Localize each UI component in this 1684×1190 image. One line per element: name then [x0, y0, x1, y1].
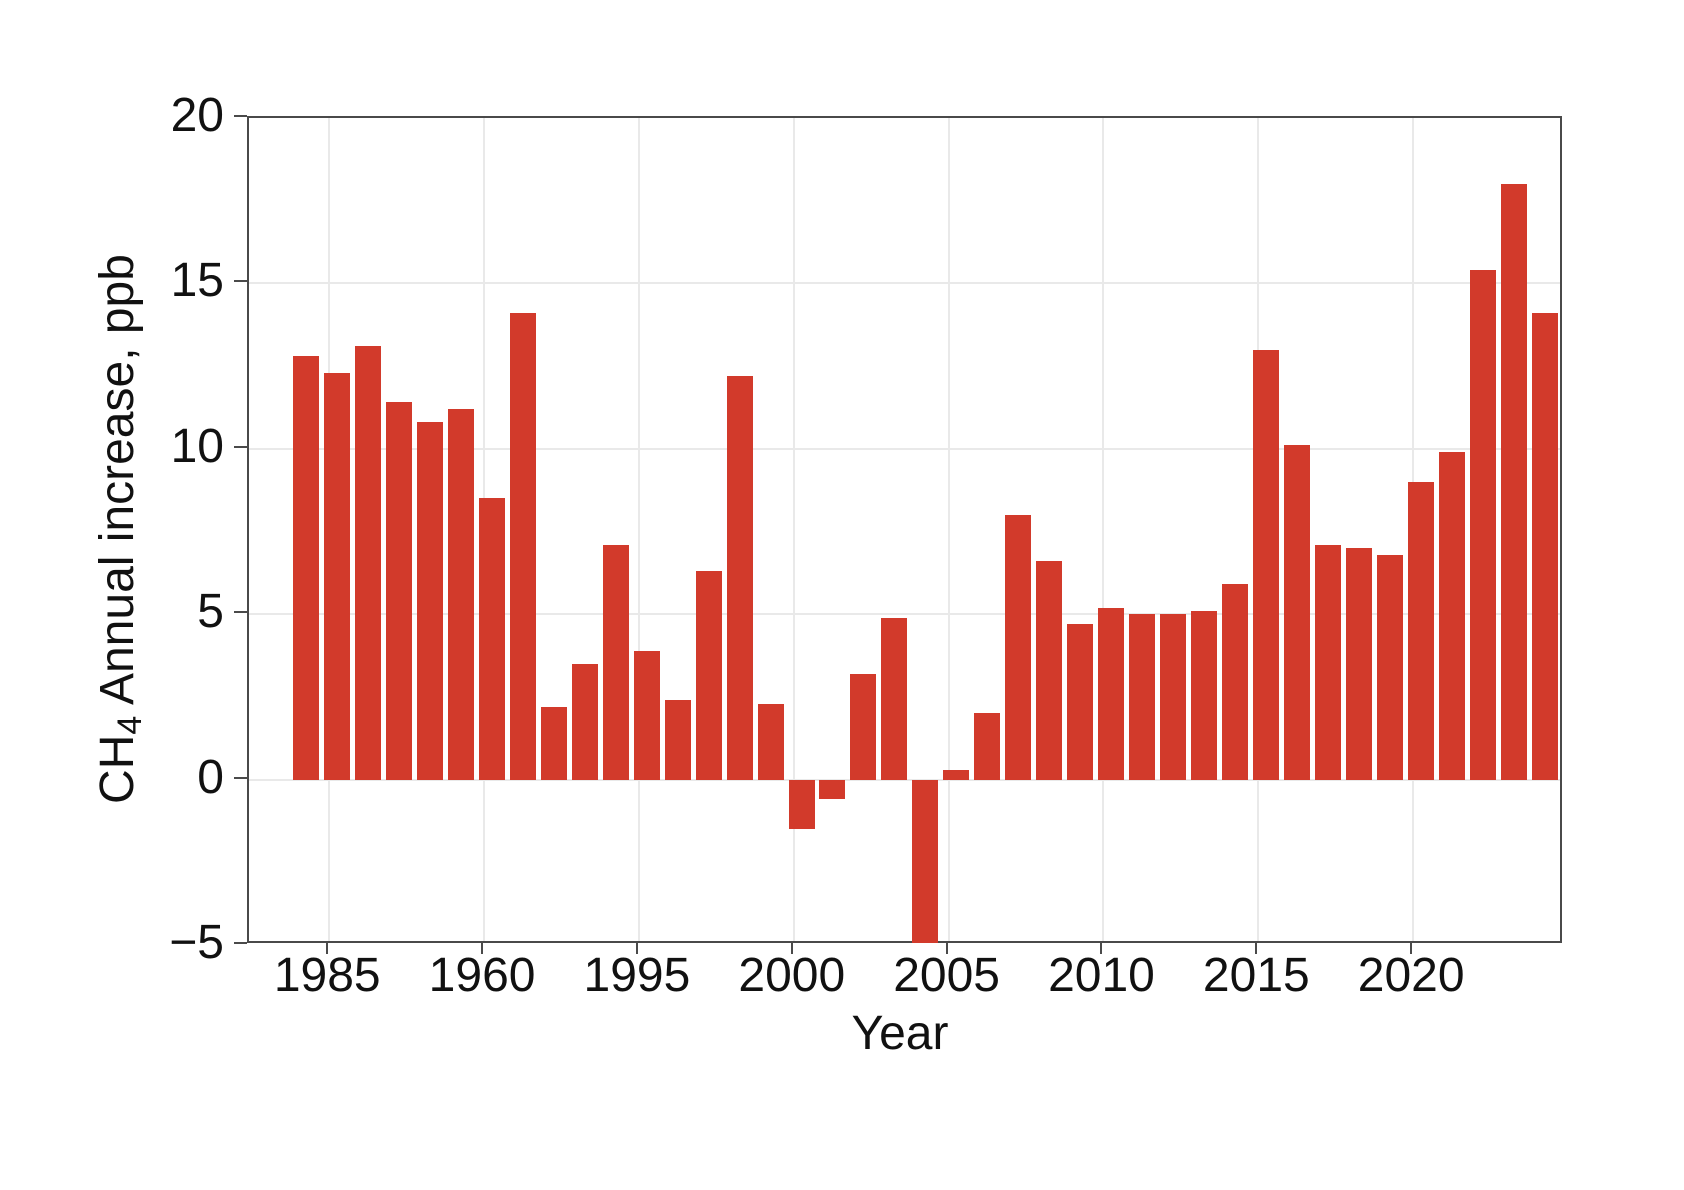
- x-tick-mark-2000: [790, 941, 793, 954]
- y-tick-mark-20: [234, 115, 247, 117]
- y-gridline-5: [249, 613, 1560, 616]
- y-tick-label-5: 5: [197, 585, 224, 639]
- bar-1984: [292, 356, 319, 780]
- y-tick-mark-15: [234, 280, 247, 283]
- x-gridline-2000: [792, 118, 795, 941]
- bar-2001: [819, 779, 846, 800]
- bar-2000: [788, 779, 815, 830]
- bar-2011: [1129, 614, 1156, 780]
- x-tick-label-2010: 2010: [1048, 949, 1155, 1002]
- y-tick-label-−5: −5: [169, 916, 224, 969]
- bar-2022: [1469, 270, 1496, 780]
- bar-1998: [726, 376, 753, 780]
- bar-2017: [1315, 544, 1341, 780]
- x-tick-label-2015: 2015: [1202, 949, 1310, 1002]
- x-tick-mark-1985: [326, 941, 329, 954]
- bar-2002: [850, 673, 877, 780]
- bar-2015: [1253, 349, 1280, 780]
- x-tick-label-1960: 1960: [428, 949, 536, 1002]
- bar-2005: [943, 769, 970, 780]
- bar-2016: [1284, 445, 1311, 780]
- x-tick-mark-1995: [635, 941, 638, 954]
- bar-2019: [1376, 554, 1403, 780]
- bar-1985: [323, 372, 350, 780]
- y-tick-mark-5: [234, 611, 247, 614]
- x-tick-mark-2010: [1100, 941, 1103, 954]
- bar-1999: [757, 703, 784, 780]
- x-axis-title: Year: [851, 1007, 949, 1060]
- bar-1995: [633, 650, 660, 780]
- bar-2012: [1160, 614, 1187, 780]
- x-tick-label-1985: 1985: [273, 949, 381, 1002]
- y-gridline-15: [249, 282, 1560, 285]
- x-tick-label-1995: 1995: [583, 949, 691, 1002]
- bar-2020: [1407, 481, 1434, 780]
- bar-1988: [416, 422, 443, 780]
- bar-1991: [509, 313, 536, 780]
- x-tick-mark-2005: [945, 941, 948, 954]
- y-axis-title-suffix: Annual increase, ppb: [91, 254, 144, 716]
- bar-1996: [664, 700, 691, 780]
- bar-2021: [1438, 452, 1465, 780]
- bar-2004: [912, 779, 939, 944]
- x-tick-label-2005: 2005: [893, 949, 1000, 1002]
- x-gridline-2005: [947, 118, 950, 941]
- bar-1994: [602, 544, 629, 780]
- plot-area: [247, 116, 1562, 944]
- bar-2008: [1036, 561, 1063, 780]
- y-tick-mark-10: [234, 445, 247, 448]
- y-gridline-0: [249, 778, 1560, 781]
- bar-2009: [1067, 624, 1094, 780]
- bar-1987: [385, 402, 412, 780]
- x-tick-label-2020: 2020: [1357, 949, 1465, 1002]
- x-tick-mark-2015: [1255, 941, 1258, 954]
- bar-2024: [1531, 313, 1558, 780]
- x-gridline-2010: [1102, 118, 1105, 941]
- y-tick-label-20: 20: [170, 89, 224, 142]
- x-gridline-1995: [637, 118, 640, 941]
- y-tick-label-0: 0: [197, 750, 224, 804]
- y-gridline-10: [249, 447, 1560, 450]
- bar-2006: [974, 713, 1001, 780]
- bar-1993: [571, 663, 598, 780]
- y-tick-label-15: 15: [170, 254, 224, 308]
- bar-1992: [540, 706, 567, 780]
- bar-2023: [1500, 184, 1527, 780]
- bar-2013: [1191, 610, 1218, 780]
- bar-2003: [881, 617, 908, 780]
- bar-2014: [1222, 584, 1249, 780]
- y-axis-title-subscript: 4: [111, 715, 149, 735]
- bar-2018: [1345, 548, 1372, 780]
- bar-2007: [1005, 514, 1032, 780]
- bar-1989: [447, 409, 474, 780]
- bar-2010: [1098, 607, 1125, 780]
- y-tick-mark-−5: [234, 942, 247, 944]
- x-tick-mark-1960: [481, 941, 484, 954]
- bar-1986: [354, 346, 381, 780]
- y-tick-label-10: 10: [170, 419, 224, 473]
- bar-1997: [695, 571, 722, 780]
- x-tick-mark-2020: [1410, 941, 1413, 954]
- x-tick-label-2000: 2000: [738, 949, 846, 1002]
- y-tick-mark-0: [234, 776, 247, 779]
- bar-1990: [478, 498, 505, 780]
